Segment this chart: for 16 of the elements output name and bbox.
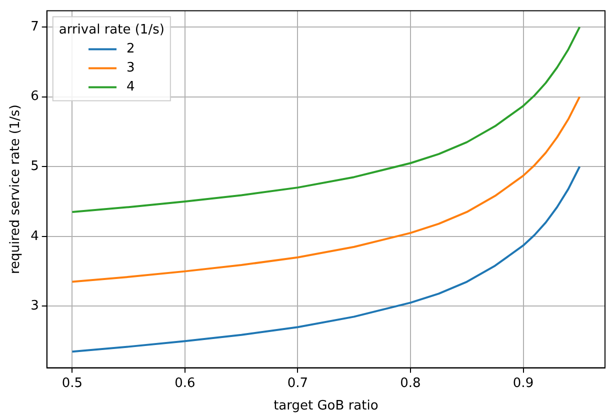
legend-label: 4 bbox=[126, 80, 135, 95]
x-tick-label: 0.9 bbox=[512, 376, 534, 391]
y-tick-label: 5 bbox=[30, 158, 39, 174]
x-axis-title: target GoB ratio bbox=[274, 398, 378, 414]
x-tick-label: 0.6 bbox=[174, 376, 196, 391]
legend-label: 2 bbox=[126, 42, 135, 57]
y-tick-label: 6 bbox=[30, 89, 39, 104]
x-tick-label: 0.7 bbox=[287, 376, 308, 391]
y-axis-title: required service rate (1/s) bbox=[8, 104, 24, 274]
x-tick-label: 0.8 bbox=[400, 376, 421, 391]
y-tick-label: 4 bbox=[30, 228, 39, 244]
y-tick-label: 3 bbox=[30, 298, 39, 314]
x-tick-label: 0.5 bbox=[62, 376, 83, 391]
legend-label: 3 bbox=[126, 60, 135, 76]
y-tick-label: 7 bbox=[30, 19, 39, 34]
legend-title: arrival rate (1/s) bbox=[58, 22, 164, 38]
